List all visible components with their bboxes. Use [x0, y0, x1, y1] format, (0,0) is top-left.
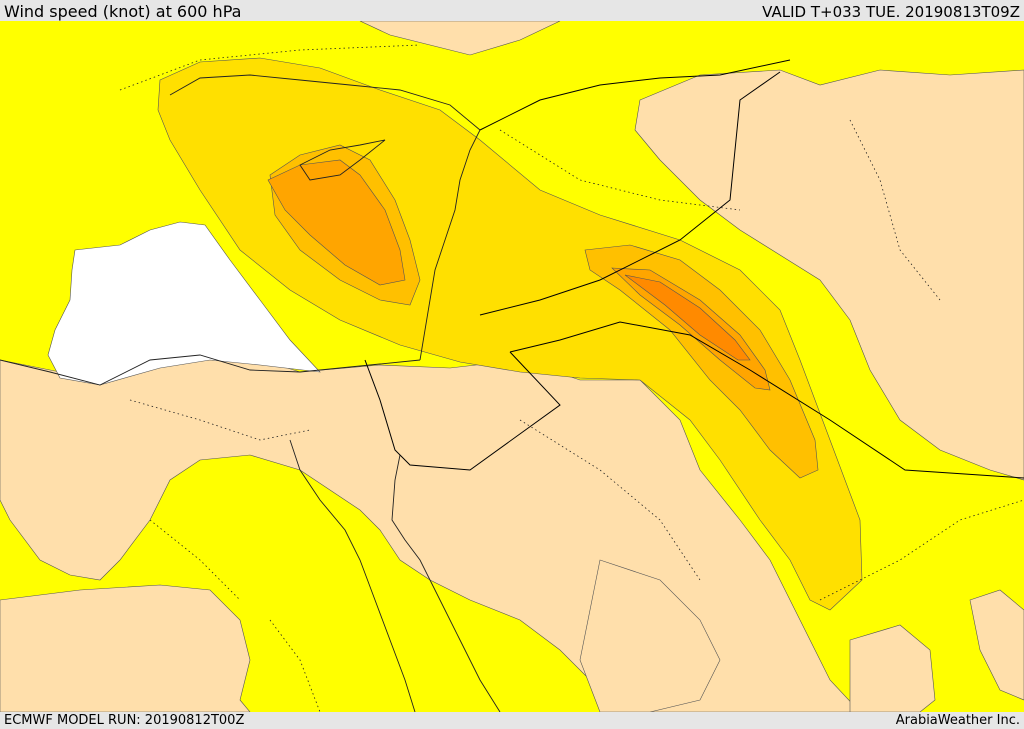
- wind-speed-map: [0, 21, 1024, 712]
- light-area-southeast: [849, 624, 936, 712]
- coastline-red-sea: [391, 454, 501, 712]
- coastline-north-africa: [0, 354, 421, 386]
- light-area-arabia-south: [579, 559, 721, 712]
- borders: [364, 59, 1024, 479]
- border-jordan: [479, 71, 781, 316]
- footer-bar: [0, 712, 1024, 729]
- band-strong-east: [584, 244, 819, 479]
- coastline-gulf-suez: [289, 439, 416, 712]
- map-title: Wind speed (knot) at 600 hPa: [4, 2, 242, 21]
- border-east: [509, 321, 1024, 479]
- model-run: ECMWF MODEL RUN: 20190812T00Z: [4, 713, 245, 728]
- island-cyprus: [299, 139, 386, 181]
- credit: ArabiaWeather Inc.: [895, 713, 1020, 728]
- band-stronger-east: [611, 267, 771, 391]
- coastlines: [0, 74, 501, 712]
- light-area-south: [0, 584, 251, 712]
- border-egypt: [364, 351, 561, 471]
- internal-boundaries: [119, 44, 1024, 712]
- border-north: [479, 59, 791, 131]
- valid-time: VALID T+033 TUE. 20190813T09Z: [762, 3, 1020, 21]
- light-area-north: [359, 21, 561, 56]
- band-stronger-west: [267, 159, 406, 286]
- band-strongest: [624, 274, 751, 361]
- calm-area-mediterranean: [47, 221, 321, 386]
- coastline-turkey: [169, 74, 481, 131]
- wind-bands: [157, 57, 863, 611]
- light-area-far-southeast: [969, 589, 1024, 701]
- header-bar: [0, 0, 1024, 21]
- coastline-levant: [419, 129, 481, 361]
